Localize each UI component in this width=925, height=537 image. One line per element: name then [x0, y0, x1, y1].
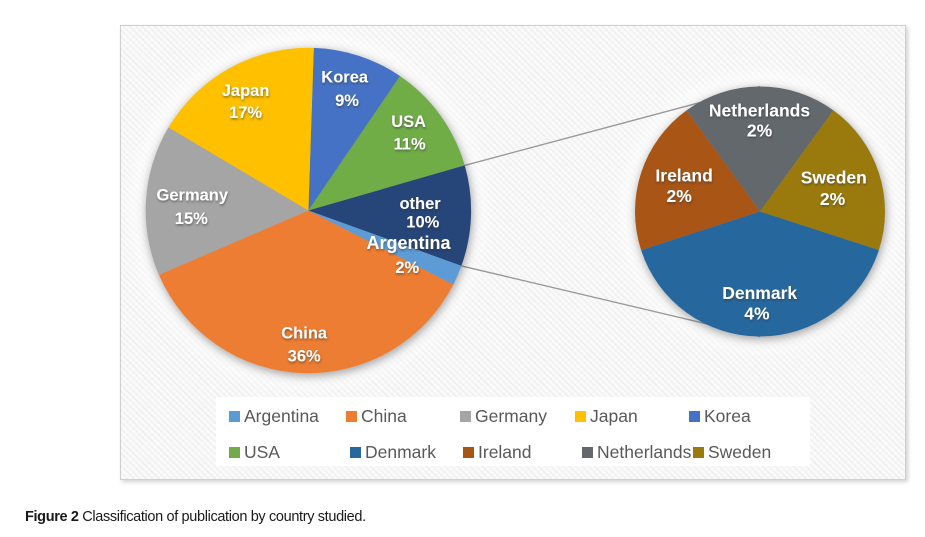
- svg-text:Denmark: Denmark: [722, 283, 797, 303]
- svg-text:10%: 10%: [406, 214, 439, 232]
- svg-text:Japan: Japan: [222, 82, 270, 100]
- svg-text:other: other: [399, 195, 441, 213]
- svg-text:Korea: Korea: [321, 69, 369, 87]
- svg-text:Germany: Germany: [157, 187, 229, 205]
- svg-text:17%: 17%: [229, 104, 262, 122]
- svg-text:2%: 2%: [667, 186, 693, 206]
- svg-text:Netherlands: Netherlands: [709, 101, 810, 121]
- svg-text:9%: 9%: [335, 92, 359, 110]
- svg-text:15%: 15%: [175, 210, 208, 228]
- svg-text:Ireland: Ireland: [655, 166, 712, 186]
- svg-text:4%: 4%: [744, 304, 770, 324]
- svg-text:2%: 2%: [747, 121, 773, 141]
- svg-text:USA: USA: [391, 113, 426, 131]
- svg-text:2%: 2%: [820, 189, 846, 209]
- svg-text:36%: 36%: [288, 348, 321, 366]
- svg-text:Sweden: Sweden: [801, 168, 867, 188]
- svg-text:Argentina: Argentina: [366, 233, 451, 253]
- svg-text:China: China: [281, 325, 328, 343]
- svg-text:11%: 11%: [394, 135, 426, 153]
- svg-text:2%: 2%: [395, 259, 419, 277]
